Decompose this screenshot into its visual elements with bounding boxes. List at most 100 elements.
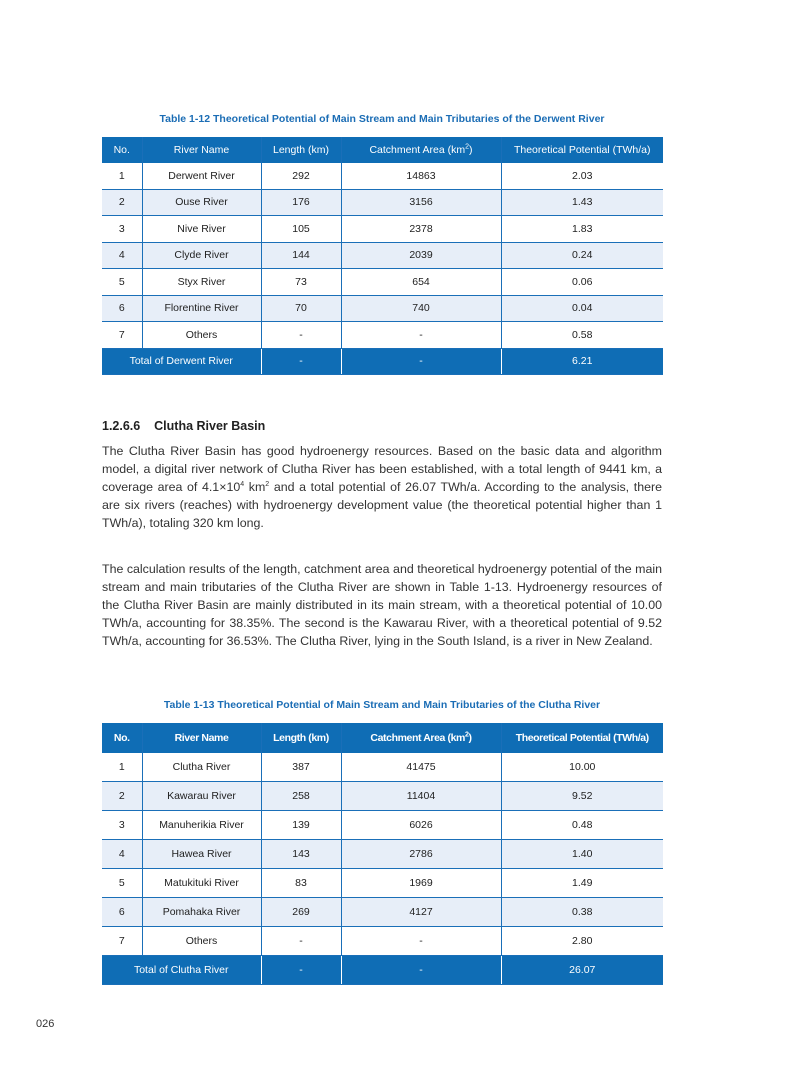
table-cell: 5 [102,868,143,898]
table-cell: 70 [261,295,342,322]
table-cell: Florentine River [142,295,262,322]
page-number: 026 [36,1018,55,1030]
table-row: 6 Pomahaka River 269 4127 0.38 [102,897,663,927]
table-cell: 1.49 [501,868,663,898]
table-total-row: Total of Derwent River - -6.21 [102,348,663,375]
table-total-row: Total of Clutha River - -26.07 [102,955,663,985]
column-header: Catchment Area (km2) [341,723,502,753]
table-cell: 2 [102,781,143,811]
table-cell: 0.24 [501,242,663,269]
table-cell: - [261,955,342,985]
table-cell: 654 [341,268,502,296]
table-cell: 4 [102,839,143,869]
table-cell: 26.07 [501,955,663,985]
table-header-row: No. River Name Length (km) Catchment Area (… [102,723,663,753]
table-cell: 4 [102,242,143,269]
table-cell: 6 [102,897,143,927]
table-cell: 7 [102,926,143,956]
table-cell: 3 [102,810,143,840]
table-cell: 2786 [341,839,502,869]
table-cell: 73 [261,268,342,296]
table-cell: Derwent River [142,163,262,190]
table-row: 3 Manuherikia River 139 6026 0.48 [102,810,663,840]
table-cell: 0.38 [501,897,663,927]
paragraph-text: The Clutha River Basin has good hydroene… [102,444,662,494]
table-caption: Table 1-12 Theoretical Potential of Main… [159,113,605,125]
table-cell: 5 [102,268,143,296]
section-heading: 1.2.6.6 Clutha River Basin [102,419,265,433]
paragraph-text: km [244,480,266,494]
table-cell: 6.21 [501,348,663,375]
table-cell: 10.00 [501,753,663,782]
table-cell: 1.43 [501,189,663,216]
table-row: 5 Styx River 73 654 0.06 [102,268,663,296]
table-cell: 1.40 [501,839,663,869]
table-cell: - [341,926,502,956]
table-cell: Styx River [142,268,262,296]
table-cell: Total of Derwent River [102,348,262,375]
table-row: 1 Clutha River 387 41475 10.00 [102,753,663,782]
table-cell: 2.03 [501,163,663,190]
table-cell: 144 [261,242,342,269]
table-cell: 2039 [341,242,502,269]
column-header: Length (km) [261,723,342,753]
table-cell: 2 [102,189,143,216]
table-cell: Ouse River [142,189,262,216]
table-cell: - [341,348,502,375]
table-cell: 9.52 [501,781,663,811]
table-cell: 387 [261,753,342,782]
table-cell: Clyde River [142,242,262,269]
section-number: 1.2.6.6 [102,419,141,433]
superscript: 2 [265,480,270,488]
table-row: 7 Others - -0.58 [102,321,663,349]
table-cell: Total of Clutha River [102,955,262,985]
table-cell: 41475 [341,753,502,782]
table-cell: 2.80 [501,926,663,956]
paragraph: The calculation results of the length, c… [102,562,662,648]
table-cell: 269 [261,897,342,927]
table-cell: 11404 [341,781,502,811]
table-cell: 83 [261,868,342,898]
table-cell: 6 [102,295,143,322]
table-row: 6 Florentine River 70 740 0.04 [102,295,663,322]
table-cell: 2378 [341,215,502,243]
table-cell: - [261,321,342,349]
table-cell: 292 [261,163,342,190]
table-cell: 1 [102,163,143,190]
table-cell: 0.04 [501,295,663,322]
column-header: River Name [142,723,262,753]
table-cell: - [341,955,502,985]
table-cell: Others [142,321,262,349]
table-row: 3 Nive River 105 2378 1.83 [102,215,663,243]
column-header: River Name [142,137,262,163]
table-cell: 143 [261,839,342,869]
table-cell: 4127 [341,897,502,927]
table-cell: 14863 [341,163,502,190]
superscript: 4 [240,480,245,488]
table-cell: Clutha River [142,753,262,782]
table-cell: 1 [102,753,143,782]
table-cell: Nive River [142,215,262,243]
table-cell: 176 [261,189,342,216]
table-row: 7 Others - -2.80 [102,926,663,956]
table-cell: Pomahaka River [142,897,262,927]
table-cell: 258 [261,781,342,811]
column-header: Length (km) [261,137,342,163]
column-header: No. [102,137,143,163]
table-cell: Kawarau River [142,781,262,811]
table-cell: - [261,926,342,956]
table-cell: - [261,348,342,375]
table-cell: 139 [261,810,342,840]
column-header: Catchment Area (km2) [341,137,502,163]
table-cell: 3156 [341,189,502,216]
column-header: No. [102,723,143,753]
table-cell: Manuherikia River [142,810,262,840]
column-header: Theoretical Potential (TWh/a) [501,137,663,163]
table-cell: 1.83 [501,215,663,243]
section-title: Clutha River Basin [154,419,266,433]
table-row: 2 Kawarau River 258 11404 9.52 [102,781,663,811]
table-cell: 105 [261,215,342,243]
table-cell: 6026 [341,810,502,840]
table-cell: 0.58 [501,321,663,349]
